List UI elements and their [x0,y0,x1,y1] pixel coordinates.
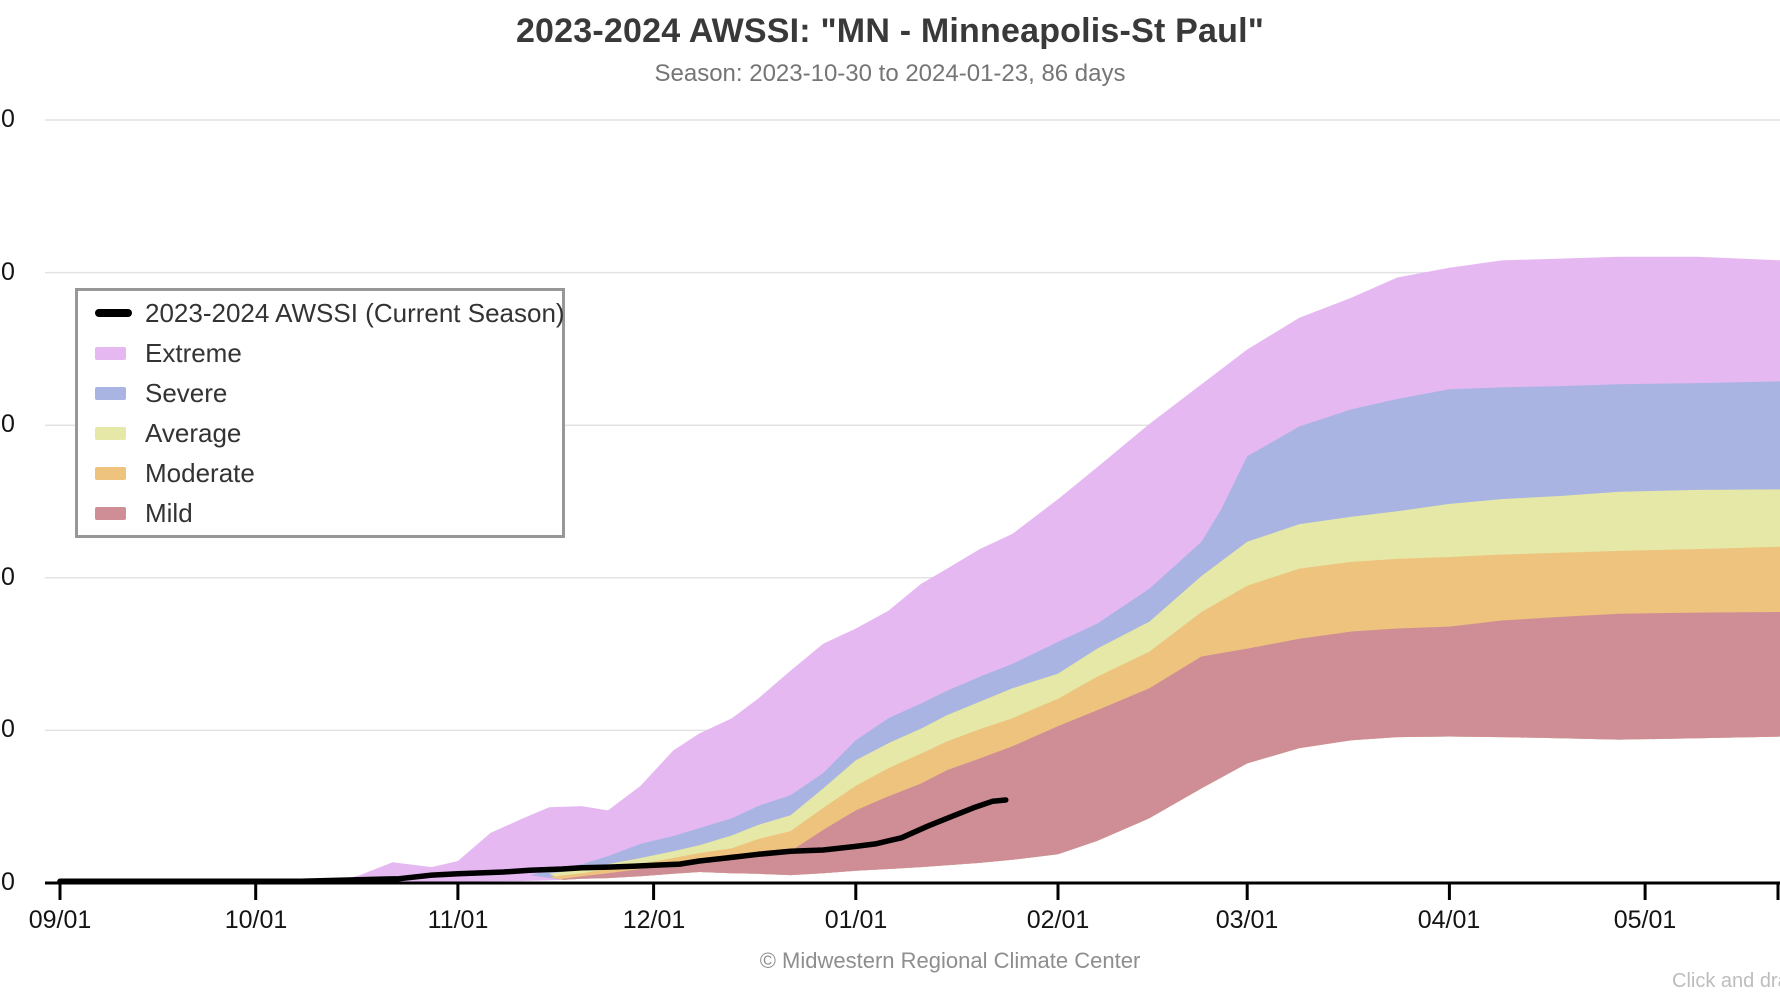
y-tick-label: 0 [1,715,15,744]
y-tick-label: 0 [1,868,15,896]
page-subtitle: Season: 2023-10-30 to 2024-01-23, 86 day… [654,60,1126,87]
legend-label: Moderate [145,457,255,488]
legend-item-current-season: 2023-2024 AWSSI (Current Season) [95,295,565,331]
x-tick-label: 10/01 [224,906,288,934]
y-tick-label: 0 [1,562,15,591]
legend-swatch-moderate-color-icon [95,466,126,480]
legend-label: Extreme [145,337,242,368]
x-tick-label: 12/01 [622,906,686,934]
x-tick-label: 02/01 [1026,906,1090,934]
legend-swatch-wrap [95,506,132,520]
legend-swatch-average-color-icon [95,426,126,440]
legend-swatch-wrap [95,466,132,480]
legend-label: Mild [145,497,193,528]
page-title: 2023-2024 AWSSI: "MN - Minneapolis-St Pa… [515,12,1265,50]
legend-swatch-wrap [95,346,132,360]
band-mild [562,612,1780,880]
legend-label: 2023-2024 AWSSI (Current Season) [145,297,565,328]
y-tick-label: 0 [1,105,15,133]
zoom-hint-text: Click and dra [1672,970,1780,992]
legend-swatch-wrap [95,386,132,400]
legend-swatch-wrap [95,309,132,317]
x-tick-label: 04/01 [1417,906,1481,934]
legend-item-extreme: Extreme [95,335,562,371]
legend-item-moderate: Moderate [95,455,562,491]
legend-item-average: Average [95,415,562,451]
legend-label: Average [145,417,242,448]
legend-item-mild: Mild [95,495,562,531]
legend-label: Severe [145,377,228,408]
legend-swatch-severe-color-icon [95,386,126,400]
legend-item-severe: Severe [95,375,562,411]
x-tick-label: 01/01 [824,906,888,934]
x-tick-label: 09/01 [28,906,92,934]
legend-swatch-extreme-color-icon [95,346,126,360]
current-season-line [57,797,1009,884]
x-tick-label: 03/01 [1215,906,1279,934]
legend-swatch-mild-color-icon [95,506,126,520]
legend-swatch-wrap [95,426,132,440]
x-tick-label: 11/01 [427,906,489,934]
legend-swatch-current-season-line-icon [95,309,132,317]
y-tick-label: 0 [1,410,15,439]
credit-text: © Midwestern Regional Climate Center [759,948,1141,973]
x-tick-label: 05/01 [1613,906,1677,934]
legend-box: 2023-2024 AWSSI (Current Season) Extreme S… [75,288,565,538]
y-tick-label: 0 [1,257,15,286]
